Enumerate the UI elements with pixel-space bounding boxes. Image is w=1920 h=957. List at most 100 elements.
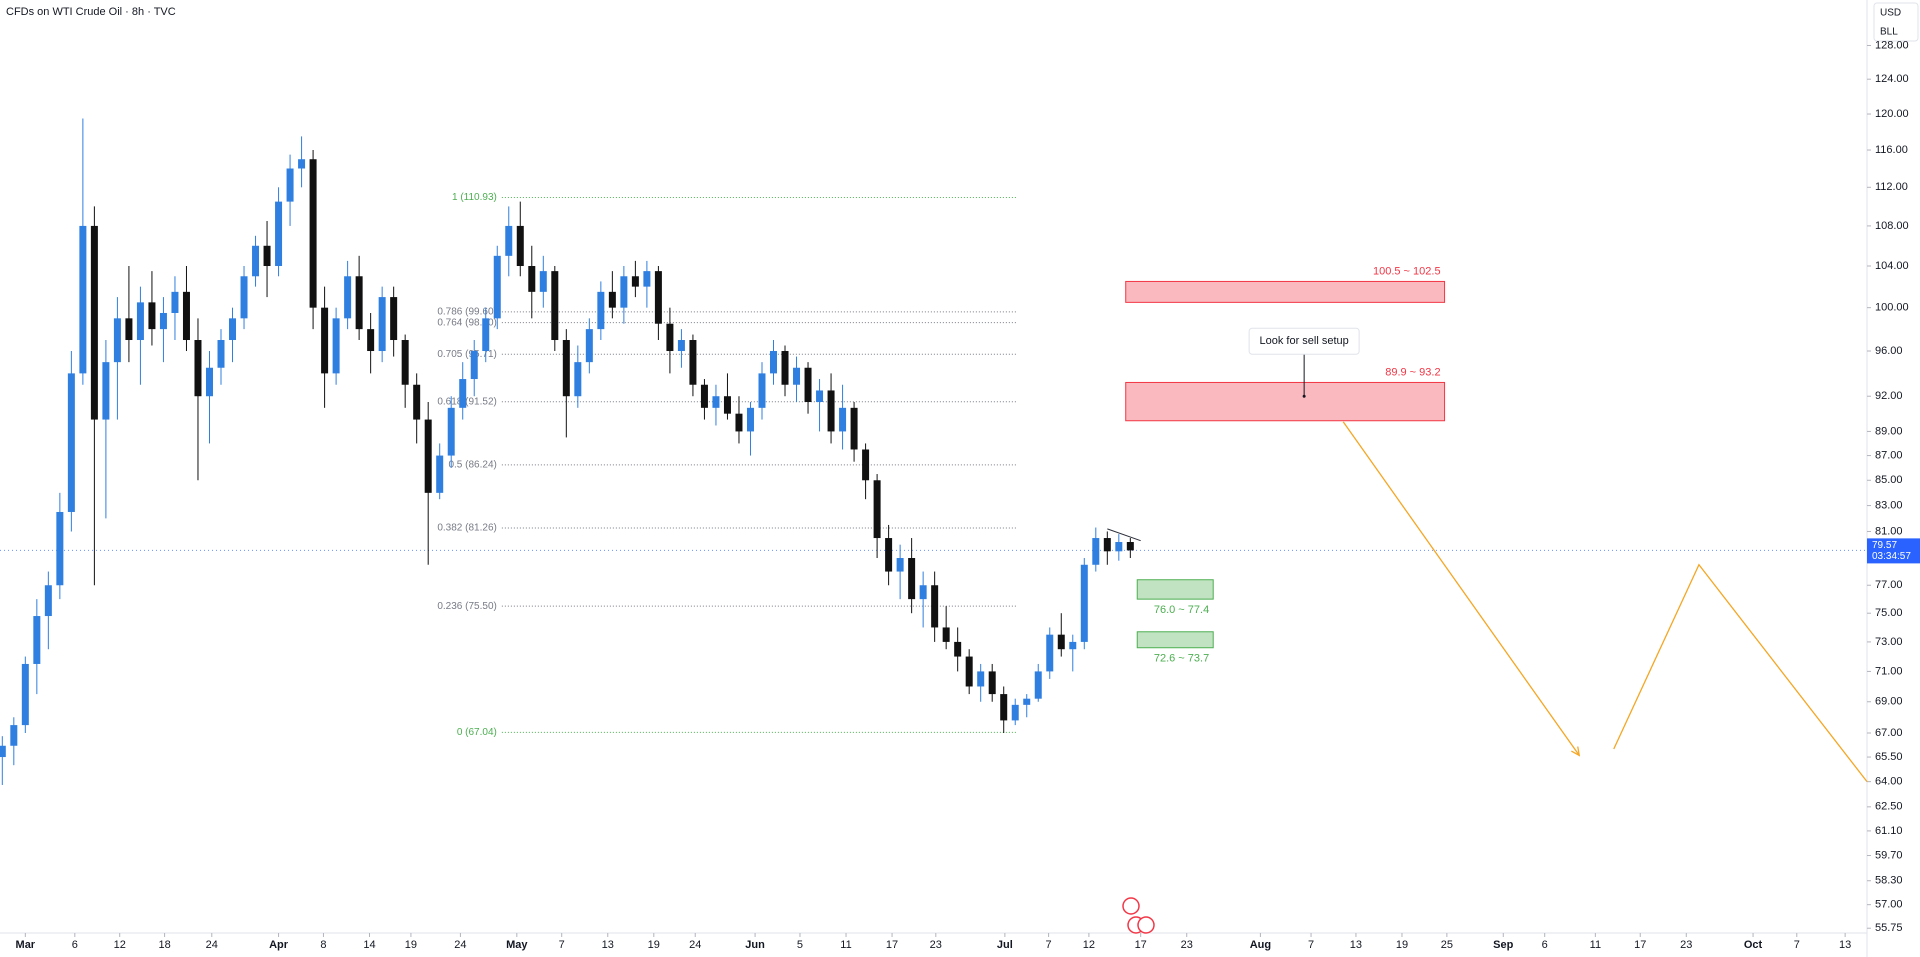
candle-body: [735, 413, 743, 432]
x-tick-label: 6: [1542, 939, 1548, 951]
candle-body: [1080, 564, 1088, 642]
candle-body: [804, 367, 812, 403]
candle-body: [873, 480, 881, 539]
x-tick-label: 14: [363, 939, 375, 951]
x-tick-label: 19: [405, 939, 417, 951]
candle-body: [102, 362, 110, 420]
event-icon[interactable]: [1122, 897, 1140, 915]
currency[interactable]: USD: [1880, 8, 1901, 19]
candle-body: [597, 291, 605, 330]
candle-body: [401, 340, 409, 385]
candle-body: [424, 419, 432, 493]
candle-body: [125, 318, 133, 341]
candle-body: [781, 351, 789, 385]
candle-body: [44, 585, 52, 617]
projection-path: [1342, 421, 1580, 756]
candle-body: [574, 362, 582, 397]
fib-label: 0.382 (81.26): [437, 523, 497, 534]
currency-box[interactable]: [1873, 2, 1919, 42]
fib-label: 0.236 (75.50): [437, 601, 497, 612]
x-tick-label: Apr: [269, 939, 289, 951]
x-tick-label: 6: [72, 939, 78, 951]
x-tick-label: 17: [1634, 939, 1646, 951]
x-tick-label: 7: [1794, 939, 1800, 951]
candle-body: [689, 340, 697, 385]
event-icons[interactable]: [1122, 897, 1155, 934]
x-tick-label: 18: [158, 939, 170, 951]
x-tick-label: 17: [886, 939, 898, 951]
y-tick-label: 104.00: [1875, 260, 1909, 272]
projection-path: [1613, 563, 1868, 783]
y-tick-label: 89.00: [1875, 425, 1903, 437]
candle-body: [931, 585, 939, 628]
y-tick-label: 65.50: [1875, 751, 1903, 763]
y-tick-label: 77.00: [1875, 579, 1903, 591]
candle-body: [942, 627, 950, 642]
y-tick-label: 69.00: [1875, 696, 1903, 708]
candle-body: [677, 340, 685, 352]
annotation-point: [1302, 394, 1306, 398]
candle-body: [286, 168, 294, 202]
candle-body: [1034, 671, 1042, 699]
candle-body: [332, 318, 340, 374]
zone-label: 76.0 ~ 77.4: [1154, 604, 1209, 616]
candle-body: [194, 340, 202, 397]
chart-title[interactable]: CFDs on WTI Crude Oil · 8h · TVC: [6, 6, 176, 18]
candle-body: [413, 384, 421, 420]
candle-body: [919, 585, 927, 600]
x-tick-label: 23: [1680, 939, 1692, 951]
x-tick-label: 13: [1350, 939, 1362, 951]
y-tick-label: 67.00: [1875, 727, 1903, 739]
candle-body: [631, 276, 639, 287]
x-tick-label: 19: [648, 939, 660, 951]
x-tick-label: 12: [1083, 939, 1095, 951]
fib-label: 0 (67.04): [457, 727, 497, 738]
unit[interactable]: BLL: [1880, 27, 1898, 38]
x-tick-label: 7: [559, 939, 565, 951]
zone: [1136, 579, 1214, 600]
candle-body: [712, 396, 720, 408]
candle-body: [700, 384, 708, 408]
candle-body: [516, 225, 524, 267]
candle-body: [217, 340, 225, 368]
y-tick-label: 83.00: [1875, 499, 1903, 511]
y-tick-label: 124.00: [1875, 73, 1909, 85]
candle-body: [746, 407, 754, 432]
fib-label: 1 (110.93): [452, 192, 497, 203]
candle-body: [1023, 698, 1031, 705]
candle-body: [988, 671, 996, 695]
candle-body: [551, 271, 559, 341]
candle-body: [816, 390, 824, 403]
y-tick-label: 57.00: [1875, 899, 1903, 911]
candle-body: [252, 245, 260, 277]
trendline: [1107, 528, 1141, 542]
y-tick-label: 59.70: [1875, 849, 1903, 861]
fib-label: 0.618 (91.52): [437, 396, 497, 407]
candle-body: [1092, 538, 1100, 565]
y-tick-label: 58.30: [1875, 875, 1903, 887]
x-tick-label: Mar: [16, 939, 36, 951]
candle-body: [90, 225, 98, 420]
x-tick-label: 24: [454, 939, 466, 951]
candle-body: [321, 307, 329, 374]
candle-body: [793, 367, 801, 385]
annotation-text: Look for sell setup: [1259, 335, 1348, 347]
fib-label: 0.5 (86.24): [448, 460, 496, 471]
y-tick-label: 62.50: [1875, 801, 1903, 813]
event-icon[interactable]: [1137, 916, 1155, 934]
candle-body: [355, 276, 363, 330]
candle-body: [539, 271, 547, 292]
candle-body: [1057, 634, 1065, 650]
candle-body: [862, 449, 870, 481]
fib-label: 0.705 (95.71): [437, 349, 497, 360]
y-tick-label: 92.00: [1875, 390, 1903, 402]
x-tick-label: May: [506, 939, 528, 951]
x-tick-label: 23: [930, 939, 942, 951]
x-tick-label: 11: [1590, 939, 1601, 951]
fib-label: 0.764 (98.60): [437, 317, 497, 328]
candle-body: [643, 271, 651, 287]
y-tick-label: 100.00: [1875, 302, 1909, 314]
x-tick-label: 23: [1181, 939, 1193, 951]
candle-body: [113, 318, 121, 363]
